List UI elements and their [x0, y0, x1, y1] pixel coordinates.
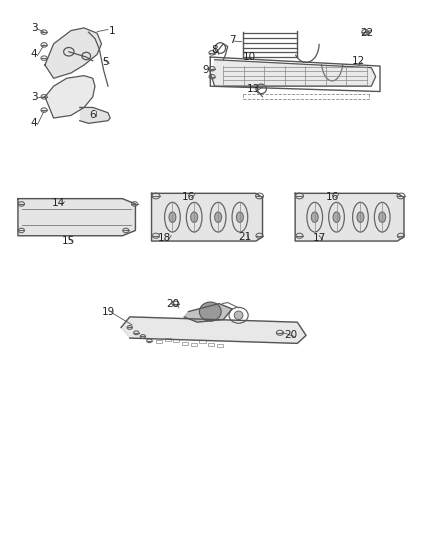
Ellipse shape	[191, 212, 198, 222]
Text: 15: 15	[62, 236, 75, 246]
Ellipse shape	[169, 212, 176, 222]
Text: 19: 19	[101, 306, 115, 317]
Ellipse shape	[379, 212, 386, 222]
Text: 20: 20	[167, 298, 180, 309]
Polygon shape	[295, 193, 404, 241]
Polygon shape	[184, 304, 232, 322]
Text: 3: 3	[31, 92, 37, 102]
Text: 12: 12	[352, 56, 365, 66]
Polygon shape	[45, 76, 95, 118]
Text: 4: 4	[31, 118, 37, 128]
Text: 16: 16	[182, 191, 195, 201]
Bar	[191, 343, 197, 346]
Bar	[199, 340, 205, 343]
Polygon shape	[210, 60, 376, 86]
Ellipse shape	[199, 302, 221, 321]
Bar	[182, 342, 188, 345]
Text: 5: 5	[102, 58, 109, 67]
Text: 22: 22	[360, 28, 374, 38]
Text: 6: 6	[89, 110, 96, 120]
Polygon shape	[45, 28, 102, 78]
Text: 20: 20	[284, 330, 297, 341]
Text: 8: 8	[212, 45, 218, 55]
Bar	[208, 343, 214, 346]
Ellipse shape	[311, 212, 318, 222]
Text: 18: 18	[158, 233, 171, 244]
Text: 17: 17	[312, 233, 326, 244]
Text: 16: 16	[325, 191, 339, 201]
Text: 9: 9	[203, 66, 209, 75]
Text: 10: 10	[243, 52, 256, 62]
Ellipse shape	[357, 212, 364, 222]
Polygon shape	[18, 199, 135, 236]
Ellipse shape	[333, 212, 340, 222]
Text: 1: 1	[109, 26, 116, 36]
Ellipse shape	[215, 212, 222, 222]
Bar	[156, 340, 162, 343]
Ellipse shape	[237, 212, 244, 222]
Text: 7: 7	[229, 35, 235, 45]
Text: 21: 21	[238, 232, 252, 243]
Bar	[217, 344, 223, 347]
Bar	[165, 337, 171, 341]
Text: 4: 4	[31, 50, 37, 59]
Ellipse shape	[234, 311, 243, 319]
Bar	[173, 338, 180, 342]
Text: 3: 3	[31, 23, 37, 33]
Polygon shape	[152, 193, 262, 241]
Text: 14: 14	[51, 198, 64, 208]
Polygon shape	[121, 317, 306, 343]
Polygon shape	[80, 108, 110, 123]
Text: 13: 13	[247, 84, 261, 94]
